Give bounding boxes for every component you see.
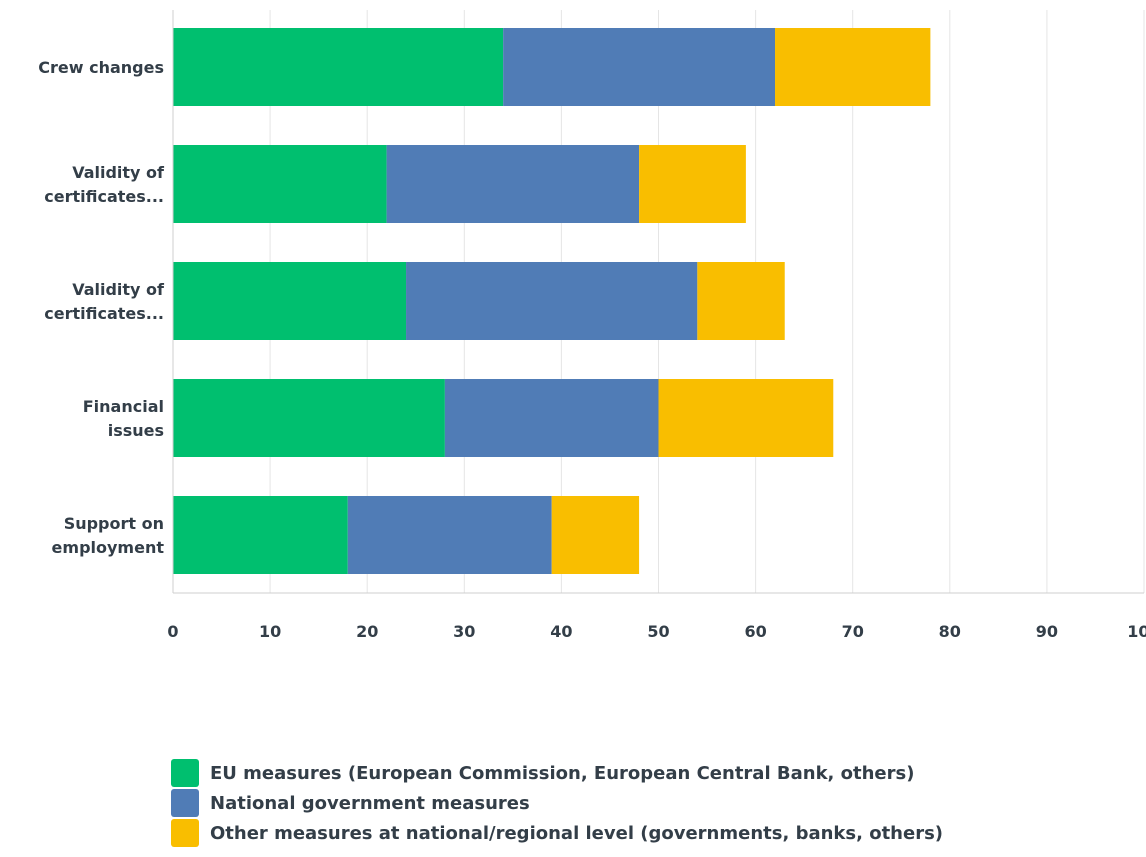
category-label: Crew changes: [38, 58, 164, 77]
legend: EU measures (European Commission, Europe…: [171, 759, 943, 847]
x-tick-label: 40: [550, 622, 572, 641]
x-tick-label: 90: [1036, 622, 1058, 641]
bar-segment[interactable]: [503, 28, 776, 106]
bar-segment[interactable]: [173, 28, 504, 106]
category-label: Validity of certificates...: [44, 163, 165, 206]
bar-segment[interactable]: [639, 145, 746, 223]
x-tick-label: 80: [939, 622, 961, 641]
bar-segment[interactable]: [658, 379, 834, 457]
bar-segment[interactable]: [444, 379, 659, 457]
bars: [173, 28, 931, 574]
bar-segment[interactable]: [173, 496, 348, 574]
x-tick-label: 20: [356, 622, 378, 641]
category-label: Financial issues: [83, 397, 164, 440]
x-tick-label: 60: [744, 622, 766, 641]
bar-segment[interactable]: [347, 496, 552, 574]
bar-segment[interactable]: [173, 145, 387, 223]
bar-segment[interactable]: [173, 379, 445, 457]
x-tick-label: 50: [647, 622, 669, 641]
x-tick-label: 30: [453, 622, 475, 641]
legend-swatch: [171, 789, 199, 817]
bar-segment[interactable]: [775, 28, 931, 106]
x-tick-label: 70: [842, 622, 864, 641]
category-label: Validity of certificates...: [44, 280, 165, 323]
legend-swatch: [171, 819, 199, 847]
legend-label: National government measures: [210, 793, 530, 814]
legend-label: Other measures at national/regional leve…: [210, 823, 943, 844]
legend-swatch: [171, 759, 199, 787]
legend-label: EU measures (European Commission, Europe…: [210, 763, 914, 784]
bar-segment[interactable]: [173, 262, 407, 340]
x-tick-label: 100: [1127, 622, 1146, 641]
bar-segment[interactable]: [551, 496, 640, 574]
x-tick-label: 10: [259, 622, 281, 641]
bar-segment[interactable]: [697, 262, 785, 340]
x-tick-label: 0: [167, 622, 178, 641]
bar-segment[interactable]: [386, 145, 640, 223]
category-label: Support on employment: [52, 514, 165, 557]
axes: 0 10 20 30 40 50 60 70 80 90 100 Crew changes Validi…: [38, 10, 1146, 641]
bar-segment[interactable]: [406, 262, 698, 340]
